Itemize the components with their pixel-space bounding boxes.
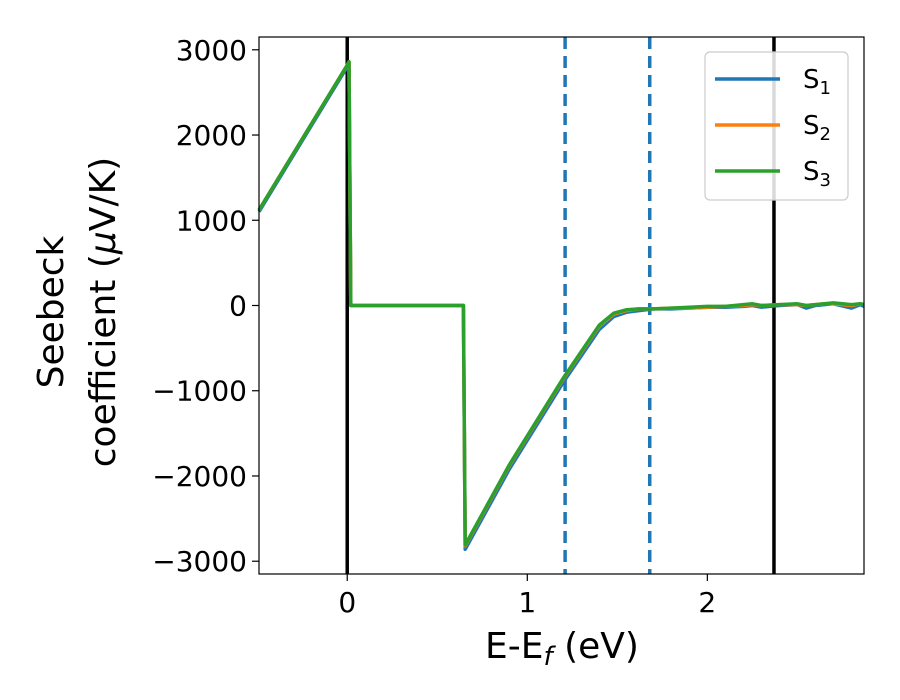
- legend-label-s3: S3: [803, 157, 831, 191]
- legend-label-s1: S1: [803, 65, 831, 99]
- y-tick-label: −3000: [152, 545, 247, 578]
- y-tick-label: 2000: [176, 119, 247, 152]
- x-axis-label-base: E-E: [485, 626, 543, 667]
- x-tick-label: 1: [518, 586, 536, 619]
- y-tick-label: −1000: [152, 375, 247, 408]
- x-tick-label: 2: [698, 586, 716, 619]
- series-line-s3: [257, 59, 865, 547]
- y-axis-label-mu: μ: [83, 231, 124, 255]
- y-axis-label-line2: coefficient (μV/K): [83, 157, 124, 467]
- legend: S1 S2 S3: [704, 51, 849, 201]
- y-tick-label: −2000: [152, 460, 247, 493]
- y-axis-label-post: V/K): [83, 157, 124, 231]
- y-tick-label: 3000: [176, 34, 247, 67]
- y-tick-label: 1000: [176, 204, 247, 237]
- y-tick-label: 0: [229, 290, 247, 323]
- y-axis-ticks: 3000 2000 1000 0 −1000 −2000 −3000: [152, 34, 259, 578]
- x-axis-ticks: 0 1 2: [338, 574, 716, 619]
- legend-label-s2: S2: [803, 111, 831, 145]
- x-tick-label: 0: [338, 586, 356, 619]
- y-axis-label-line1: Seebeck: [31, 235, 72, 388]
- series-lines: [257, 59, 865, 552]
- y-axis-label: Seebeck coefficient (μV/K): [31, 157, 124, 467]
- x-axis-label: E-Ef (eV): [485, 626, 639, 672]
- x-axis-label-rest: (eV): [553, 626, 639, 667]
- y-axis-label-pre: coefficient (: [83, 254, 124, 467]
